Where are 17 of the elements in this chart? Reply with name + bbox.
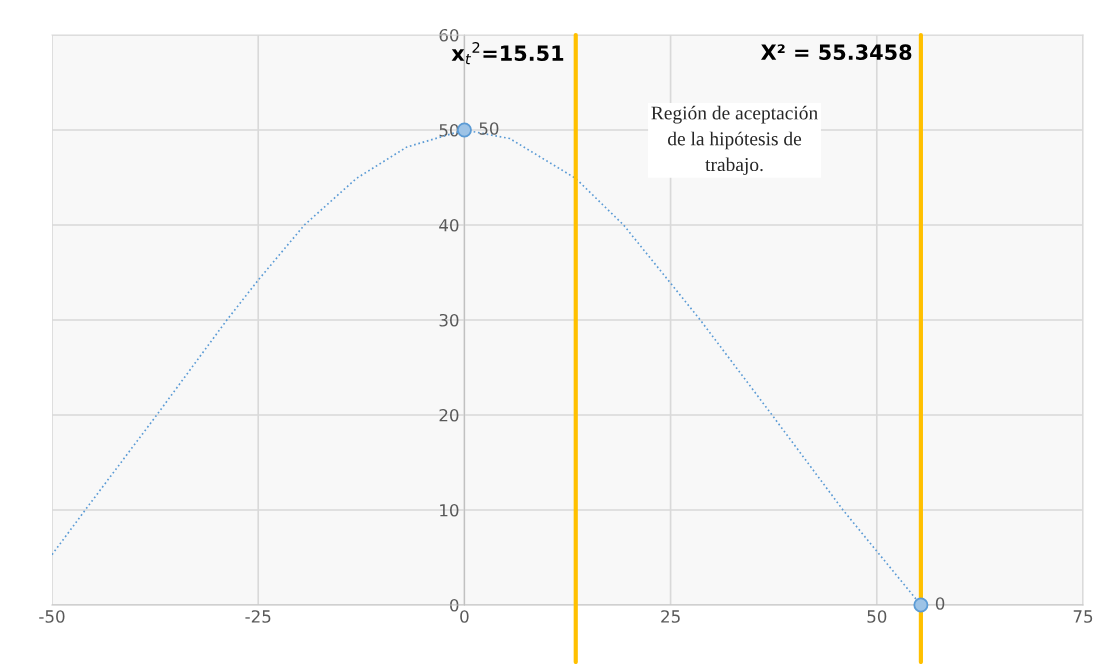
y-tick-label: 30 bbox=[439, 313, 459, 327]
x-tick-label: 75 bbox=[1073, 610, 1093, 623]
y-tick-label: 20 bbox=[439, 408, 459, 422]
x-tick-label: 25 bbox=[661, 610, 680, 623]
x-tick-label: 0 bbox=[460, 610, 469, 623]
y-tick-label: 60 bbox=[439, 28, 459, 42]
y-tick-label: 10 bbox=[440, 503, 459, 517]
annotation: Región de aceptación de la hipótesis de trabajo. bbox=[651, 105, 818, 176]
data-label: 50 bbox=[479, 122, 499, 135]
data-label: 0 bbox=[935, 597, 945, 610]
y-tick-label: 0 bbox=[450, 598, 459, 612]
x-tick-label: 50 bbox=[867, 610, 887, 623]
x-tick-label: -50 bbox=[39, 610, 65, 623]
y-tick-label: 40 bbox=[439, 218, 459, 232]
annotation: x$_{t}$$^{2}$=15.51 bbox=[451, 41, 564, 65]
x-tick-label: -25 bbox=[245, 610, 271, 623]
ref-line-label: X² = 55.3458 bbox=[761, 44, 912, 61]
